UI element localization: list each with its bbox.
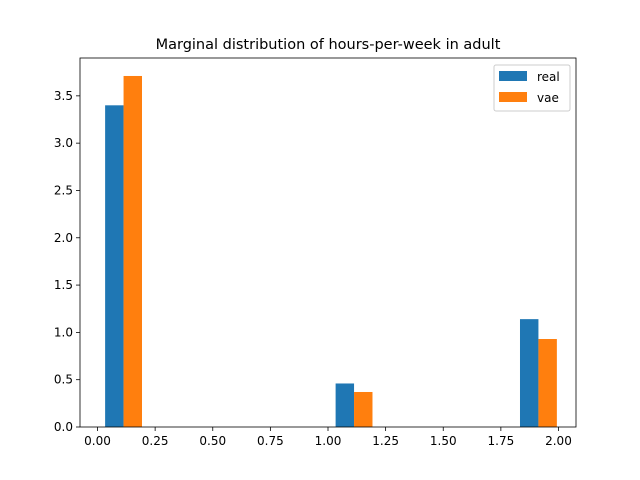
x-tick-label: 1.25 — [372, 434, 399, 448]
x-tick-label: 1.75 — [488, 434, 515, 448]
x-tick-label: 0.75 — [257, 434, 284, 448]
y-tick-label: 2.5 — [54, 183, 73, 197]
bar-real-2 — [519, 319, 539, 427]
y-tick-label: 3.5 — [54, 89, 73, 103]
bars-layer — [105, 75, 557, 427]
y-tick-label: 1.0 — [54, 325, 73, 339]
bar-real-0 — [105, 105, 124, 427]
y-tick-label: 0.0 — [54, 420, 73, 434]
x-tick-label: 1.00 — [315, 434, 342, 448]
y-tick-label: 2.0 — [54, 231, 73, 245]
bar-vae-2 — [538, 339, 557, 427]
bar-vae-1 — [354, 391, 373, 427]
x-tick-label: 0.00 — [84, 434, 111, 448]
legend: real vae — [493, 64, 571, 112]
legend-label-real: real — [537, 70, 560, 84]
y-tick-label: 0.5 — [54, 373, 73, 387]
axes-layer: 0.00 0.25 0.50 0.75 1.00 1.25 1.50 1.75 2.00 0.0 0… — [54, 57, 577, 448]
x-tick-label: 2.00 — [545, 434, 572, 448]
legend-swatch-vae — [499, 92, 527, 102]
bar-real-1 — [335, 383, 355, 427]
legend-swatch-real — [499, 71, 527, 81]
y-tick-label: 3.0 — [54, 136, 73, 150]
x-tick-label: 0.25 — [142, 434, 169, 448]
x-tick-label: 0.50 — [199, 434, 226, 448]
legend-label-vae: vae — [537, 91, 559, 105]
x-tick-label: 1.50 — [430, 434, 457, 448]
bar-vae-0 — [123, 75, 142, 427]
y-tick-label: 1.5 — [54, 278, 73, 292]
chart-title: Marginal distribution of hours-per-week … — [156, 37, 501, 53]
